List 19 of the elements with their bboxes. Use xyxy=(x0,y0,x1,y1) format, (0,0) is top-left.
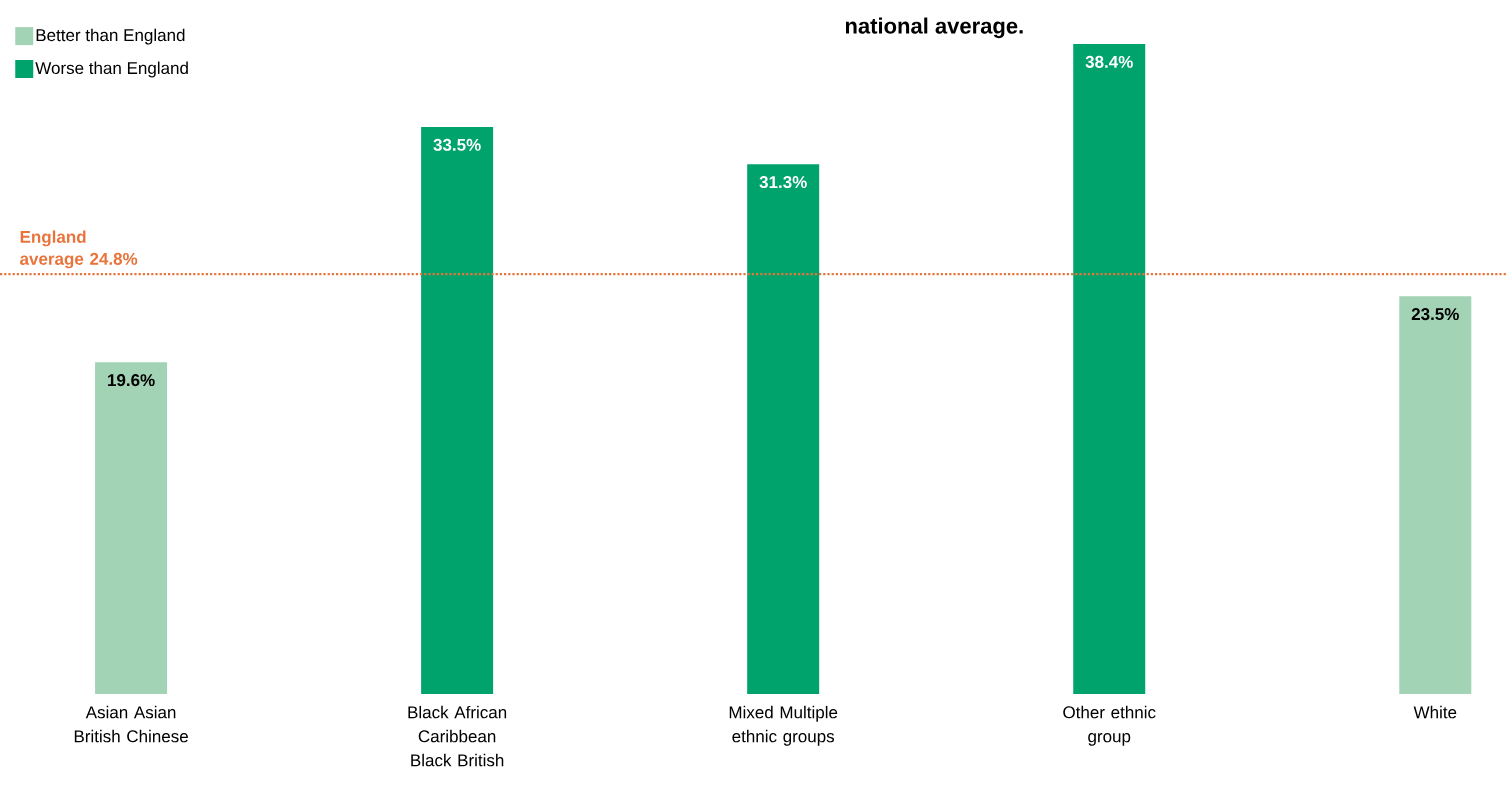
bar xyxy=(421,126,494,694)
x-tick-label: Asian Asian British Chinese xyxy=(74,705,188,743)
x-tick-label: Black African Caribbean Black British xyxy=(408,705,507,767)
x-tick-label: White xyxy=(1413,705,1457,719)
bar xyxy=(1073,44,1146,694)
bar xyxy=(95,362,168,694)
data-label: 31.3% xyxy=(759,176,807,189)
chart-title: national average. xyxy=(845,17,1023,39)
x-tick-label: Other ethnic group xyxy=(1063,705,1156,746)
x-tick-label: Mixed Multiple ethnic groups xyxy=(729,705,838,746)
legend-label: Worse than England xyxy=(35,61,188,78)
legend-label: Better than England xyxy=(36,28,185,45)
bar xyxy=(747,164,820,694)
data-label: 23.5% xyxy=(1411,308,1459,321)
data-label: 38.4% xyxy=(1085,55,1133,68)
data-label: 19.6% xyxy=(108,374,155,387)
data-label: 33.5% xyxy=(433,138,481,151)
ref-line-label: England average 24.8% xyxy=(20,230,138,269)
bar xyxy=(1399,296,1472,694)
